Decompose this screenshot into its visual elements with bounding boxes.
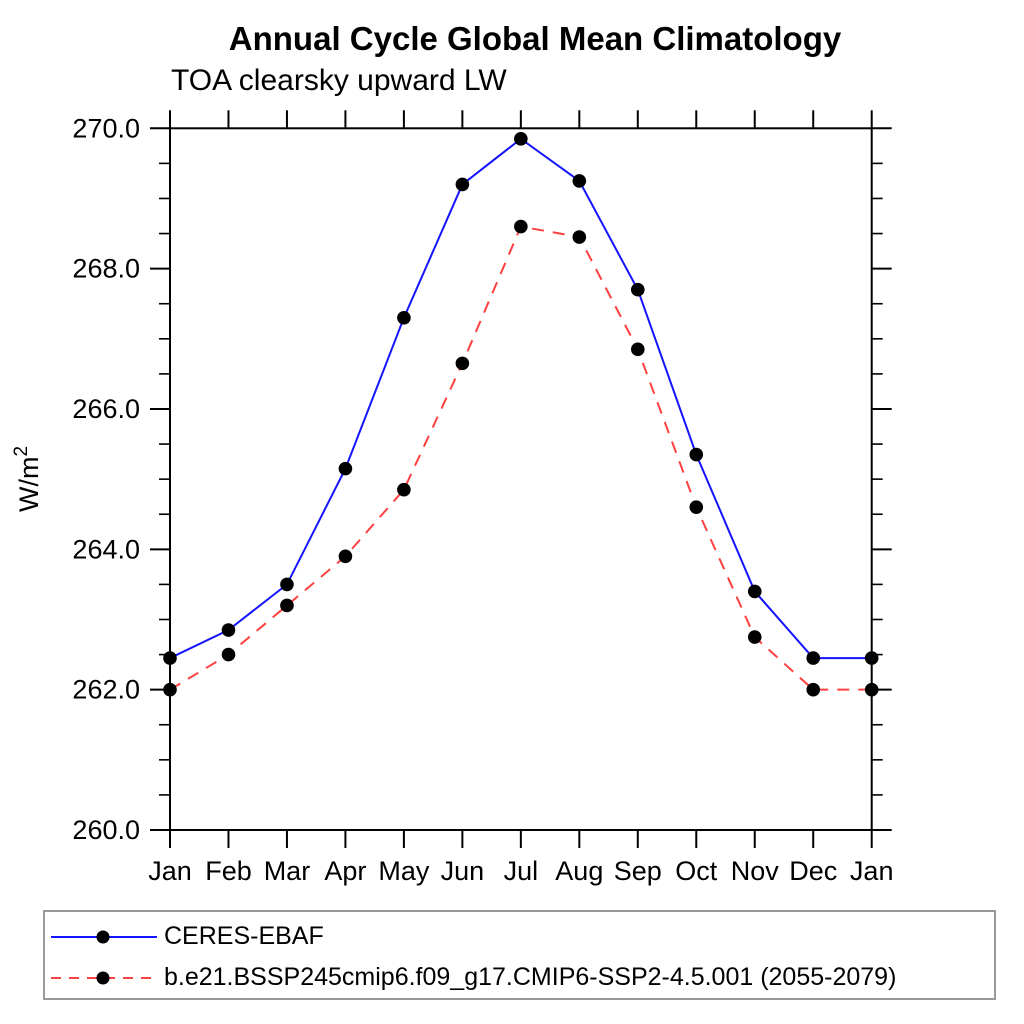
x-tick-label: Oct <box>675 856 718 886</box>
legend-item-0: CERES-EBAF <box>48 916 994 957</box>
series-line-0 <box>169 137 872 660</box>
x-tick-label: Feb <box>205 856 252 886</box>
data-point-marker-0 <box>397 310 411 325</box>
data-point-marker-1 <box>689 500 704 515</box>
y-tick-label: 266.0 <box>72 394 140 424</box>
legend-label-1: b.e21.BSSP245cmip6.f09_g17.CMIP6-SSP2-4.… <box>164 963 897 991</box>
legend: CERES-EBAF b.e21.BSSP245cmip6.f09_g17.CMI… <box>43 910 996 1000</box>
legend-marker-icon <box>96 930 110 943</box>
data-point-marker-1 <box>221 647 236 662</box>
data-point-marker-0 <box>514 132 528 146</box>
data-point-marker-1 <box>397 482 411 497</box>
x-tick-label: May <box>378 856 430 886</box>
data-point-marker-0 <box>221 623 236 637</box>
data-point-marker-1 <box>631 342 645 357</box>
data-point-marker-0 <box>631 282 645 297</box>
x-tick-label: Jun <box>441 856 485 886</box>
data-point-marker-1 <box>455 356 470 371</box>
data-point-marker-0 <box>806 651 821 665</box>
data-point-marker-1 <box>163 682 177 697</box>
data-point-marker-1 <box>514 219 528 234</box>
data-point-marker-1 <box>338 549 353 564</box>
chart-subtitle: TOA clearsky upward LW <box>171 64 507 97</box>
x-tick-label: Mar <box>264 856 311 886</box>
plot-frame <box>169 127 873 832</box>
data-point-marker-0 <box>163 651 177 665</box>
data-point-marker-0 <box>572 174 587 188</box>
data-point-marker-0 <box>689 447 704 462</box>
data-point-marker-0 <box>455 177 470 192</box>
y-axis-title: W/m2 <box>11 446 44 512</box>
legend-label-0: CERES-EBAF <box>164 922 324 950</box>
data-point-marker-1 <box>747 630 762 644</box>
y-tick-label: 262.0 <box>72 675 140 705</box>
series-line-1 <box>169 225 872 691</box>
x-tick-label: Nov <box>731 856 780 886</box>
x-tick-label: Apr <box>324 856 366 886</box>
legend-item-1: b.e21.BSSP245cmip6.f09_g17.CMIP6-SSP2-4.… <box>48 957 994 998</box>
y-tick-label: 268.0 <box>72 254 140 284</box>
x-tick-label: Jan <box>148 856 192 886</box>
chart-title: Annual Cycle Global Mean Climatology <box>228 20 842 57</box>
data-point-marker-0 <box>747 584 762 599</box>
x-tick-label: Dec <box>789 856 837 886</box>
y-tick-label: 270.0 <box>72 113 140 143</box>
data-point-marker-1 <box>864 682 879 697</box>
data-point-marker-1 <box>572 230 587 244</box>
x-tick-label: Sep <box>614 856 662 886</box>
data-point-marker-1 <box>806 682 821 697</box>
legend-line-sample-0 <box>51 930 157 943</box>
x-tick-label: Jan <box>850 856 894 886</box>
x-tick-label: Jul <box>504 856 539 886</box>
data-point-marker-0 <box>338 461 353 476</box>
y-tick-label: 260.0 <box>72 815 140 845</box>
legend-line-sample-1 <box>51 971 157 984</box>
y-tick-label: 264.0 <box>72 534 140 564</box>
legend-marker-icon <box>96 971 110 984</box>
x-tick-label: Aug <box>555 856 603 886</box>
data-point-marker-0 <box>864 651 879 665</box>
data-point-marker-1 <box>280 598 294 613</box>
data-point-marker-0 <box>280 577 294 592</box>
